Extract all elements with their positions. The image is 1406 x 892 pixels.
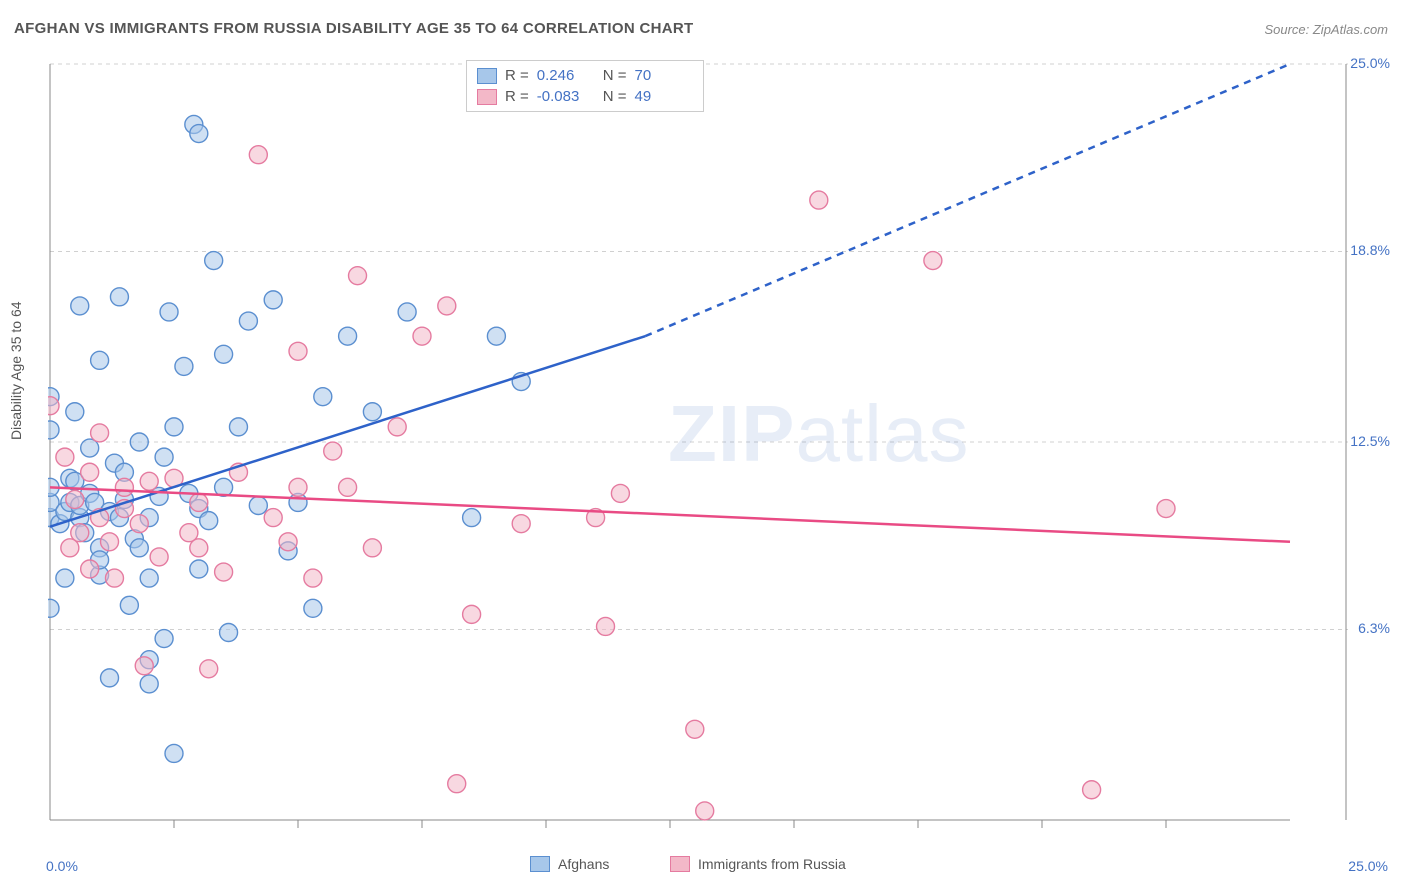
stats-row-1: R = 0.246 N = 70 xyxy=(477,65,693,86)
y-tick-label: 6.3% xyxy=(1358,620,1390,636)
legend-label-2: Immigrants from Russia xyxy=(698,856,846,872)
r-label: R = xyxy=(505,67,529,84)
r-value-1: 0.246 xyxy=(537,67,595,84)
n-value-1: 70 xyxy=(635,67,693,84)
chart-title: AFGHAN VS IMMIGRANTS FROM RUSSIA DISABIL… xyxy=(14,20,693,37)
source-label: Source: ZipAtlas.com xyxy=(1264,22,1388,37)
y-tick-label: 18.8% xyxy=(1350,242,1390,258)
y-tick-label: 25.0% xyxy=(1350,55,1390,71)
x-axis-max-label: 25.0% xyxy=(1348,858,1388,874)
stats-legend: R = 0.246 N = 70 R = -0.083 N = 49 xyxy=(466,60,704,112)
legend-swatch-2-icon xyxy=(670,856,690,872)
n-label: N = xyxy=(603,67,627,84)
chart-area: ZIPatlas R = 0.246 N = 70 R = -0.083 N =… xyxy=(48,58,1348,846)
legend-swatch-1-icon xyxy=(530,856,550,872)
chart-svg xyxy=(48,58,1348,846)
swatch-series-1-icon xyxy=(477,68,497,84)
x-axis-min-label: 0.0% xyxy=(46,858,78,874)
y-tick-label: 12.5% xyxy=(1350,433,1390,449)
y-axis-label: Disability Age 35 to 64 xyxy=(8,301,24,440)
r-value-2: -0.083 xyxy=(537,88,595,105)
legend-item-2: Immigrants from Russia xyxy=(670,856,846,872)
n-value-2: 49 xyxy=(635,88,693,105)
n-label: N = xyxy=(603,88,627,105)
legend-item-1: Afghans xyxy=(530,856,609,872)
r-label: R = xyxy=(505,88,529,105)
stats-row-2: R = -0.083 N = 49 xyxy=(477,86,693,107)
legend-label-1: Afghans xyxy=(558,856,609,872)
swatch-series-2-icon xyxy=(477,89,497,105)
